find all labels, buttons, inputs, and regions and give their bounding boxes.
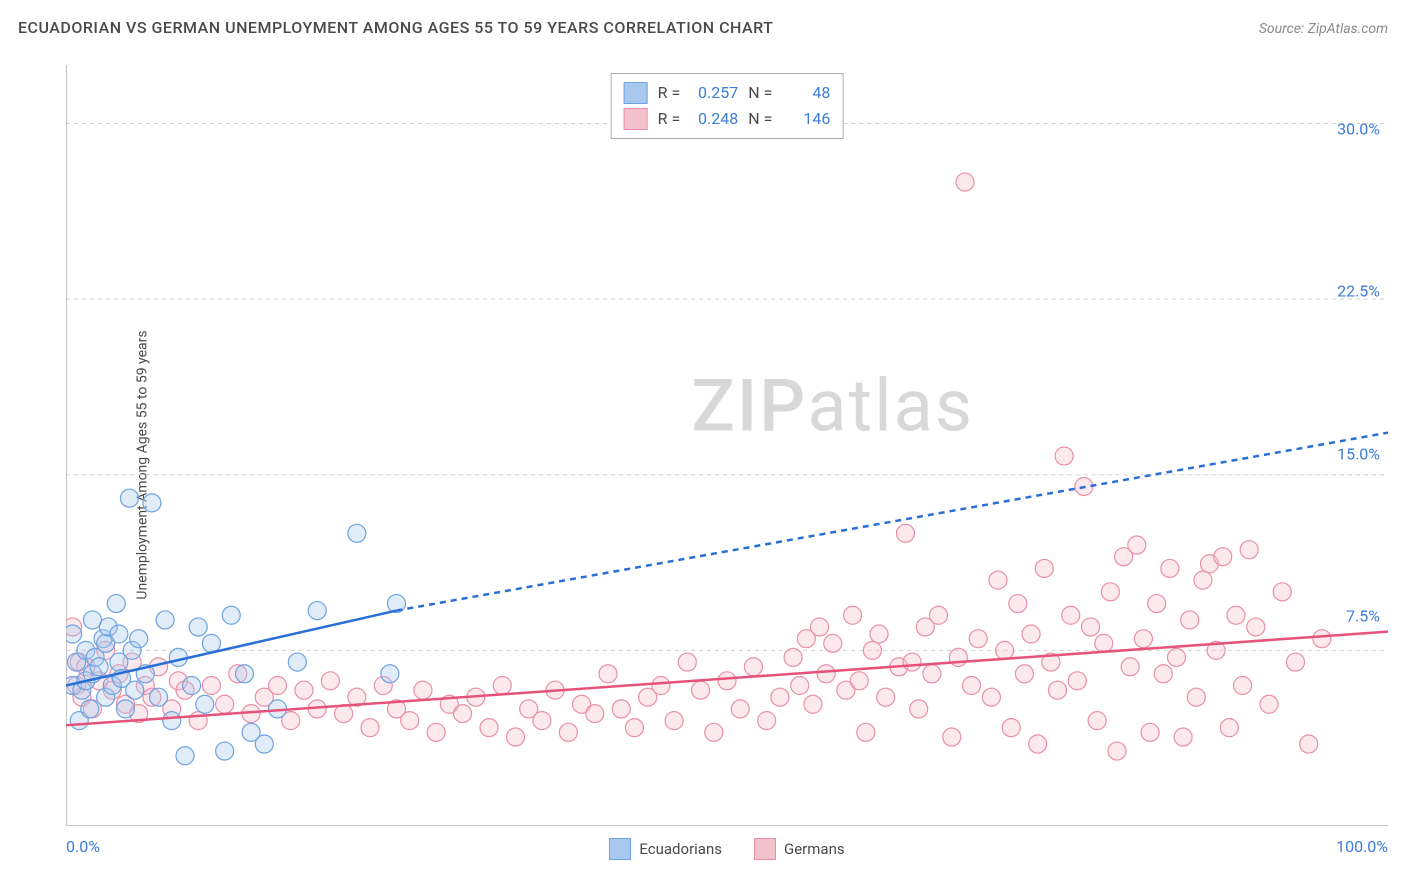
svg-text:ZIPatlas: ZIPatlas [691,363,974,448]
y-tick-label: 15.0% [1337,444,1380,463]
y-tick-label: 30.0% [1337,120,1380,139]
stat-r-value-ecuadorians: 0.257 [690,80,738,106]
legend-swatch-ecuadorians [609,838,631,860]
stat-r-value-germans: 0.248 [690,106,738,132]
plot-area: ZIPatlas R = 0.257 N = 48 R = 0.248 N = … [66,65,1388,826]
y-axis-tick-labels: 7.5% 15.0% 22.5% 30.0% [1320,75,1380,778]
legend-swatch-ecuadorians [624,82,648,104]
legend-row-ecuadorians: R = 0.257 N = 48 [624,80,831,106]
y-tick-label: 7.5% [1346,606,1380,625]
legend-item-ecuadorians: Ecuadorians [609,838,722,860]
legend-swatch-germans [754,838,776,860]
chart-container: Unemployment Among Ages 55 to 59 years Z… [18,55,1388,874]
correlation-legend: R = 0.257 N = 48 R = 0.248 N = 146 [611,73,844,139]
legend-row-germans: R = 0.248 N = 146 [624,106,831,132]
y-tick-label: 22.5% [1337,282,1380,301]
stat-n-value-ecuadorians: 48 [782,80,830,106]
legend-item-germans: Germans [754,838,845,860]
chart-title: ECUADORIAN VS GERMAN UNEMPLOYMENT AMONG … [18,18,773,37]
stat-r-label: R = [658,106,681,132]
source-label: Source: [1259,21,1304,37]
source-value: ZipAtlas.com [1308,21,1388,37]
legend-swatch-germans [624,108,648,130]
chart-header: ECUADORIAN VS GERMAN UNEMPLOYMENT AMONG … [18,18,1388,37]
stat-n-label: N = [748,106,772,132]
legend-label-ecuadorians: Ecuadorians [639,840,722,858]
series-legend: Ecuadorians Germans [66,838,1388,860]
stat-n-value-germans: 146 [782,106,830,132]
legend-label-germans: Germans [784,840,845,858]
stat-r-label: R = [658,80,681,106]
chart-source: Source: ZipAtlas.com [1259,21,1388,37]
scatter-plot-svg: ZIPatlas [66,65,1388,826]
stat-n-label: N = [748,80,772,106]
